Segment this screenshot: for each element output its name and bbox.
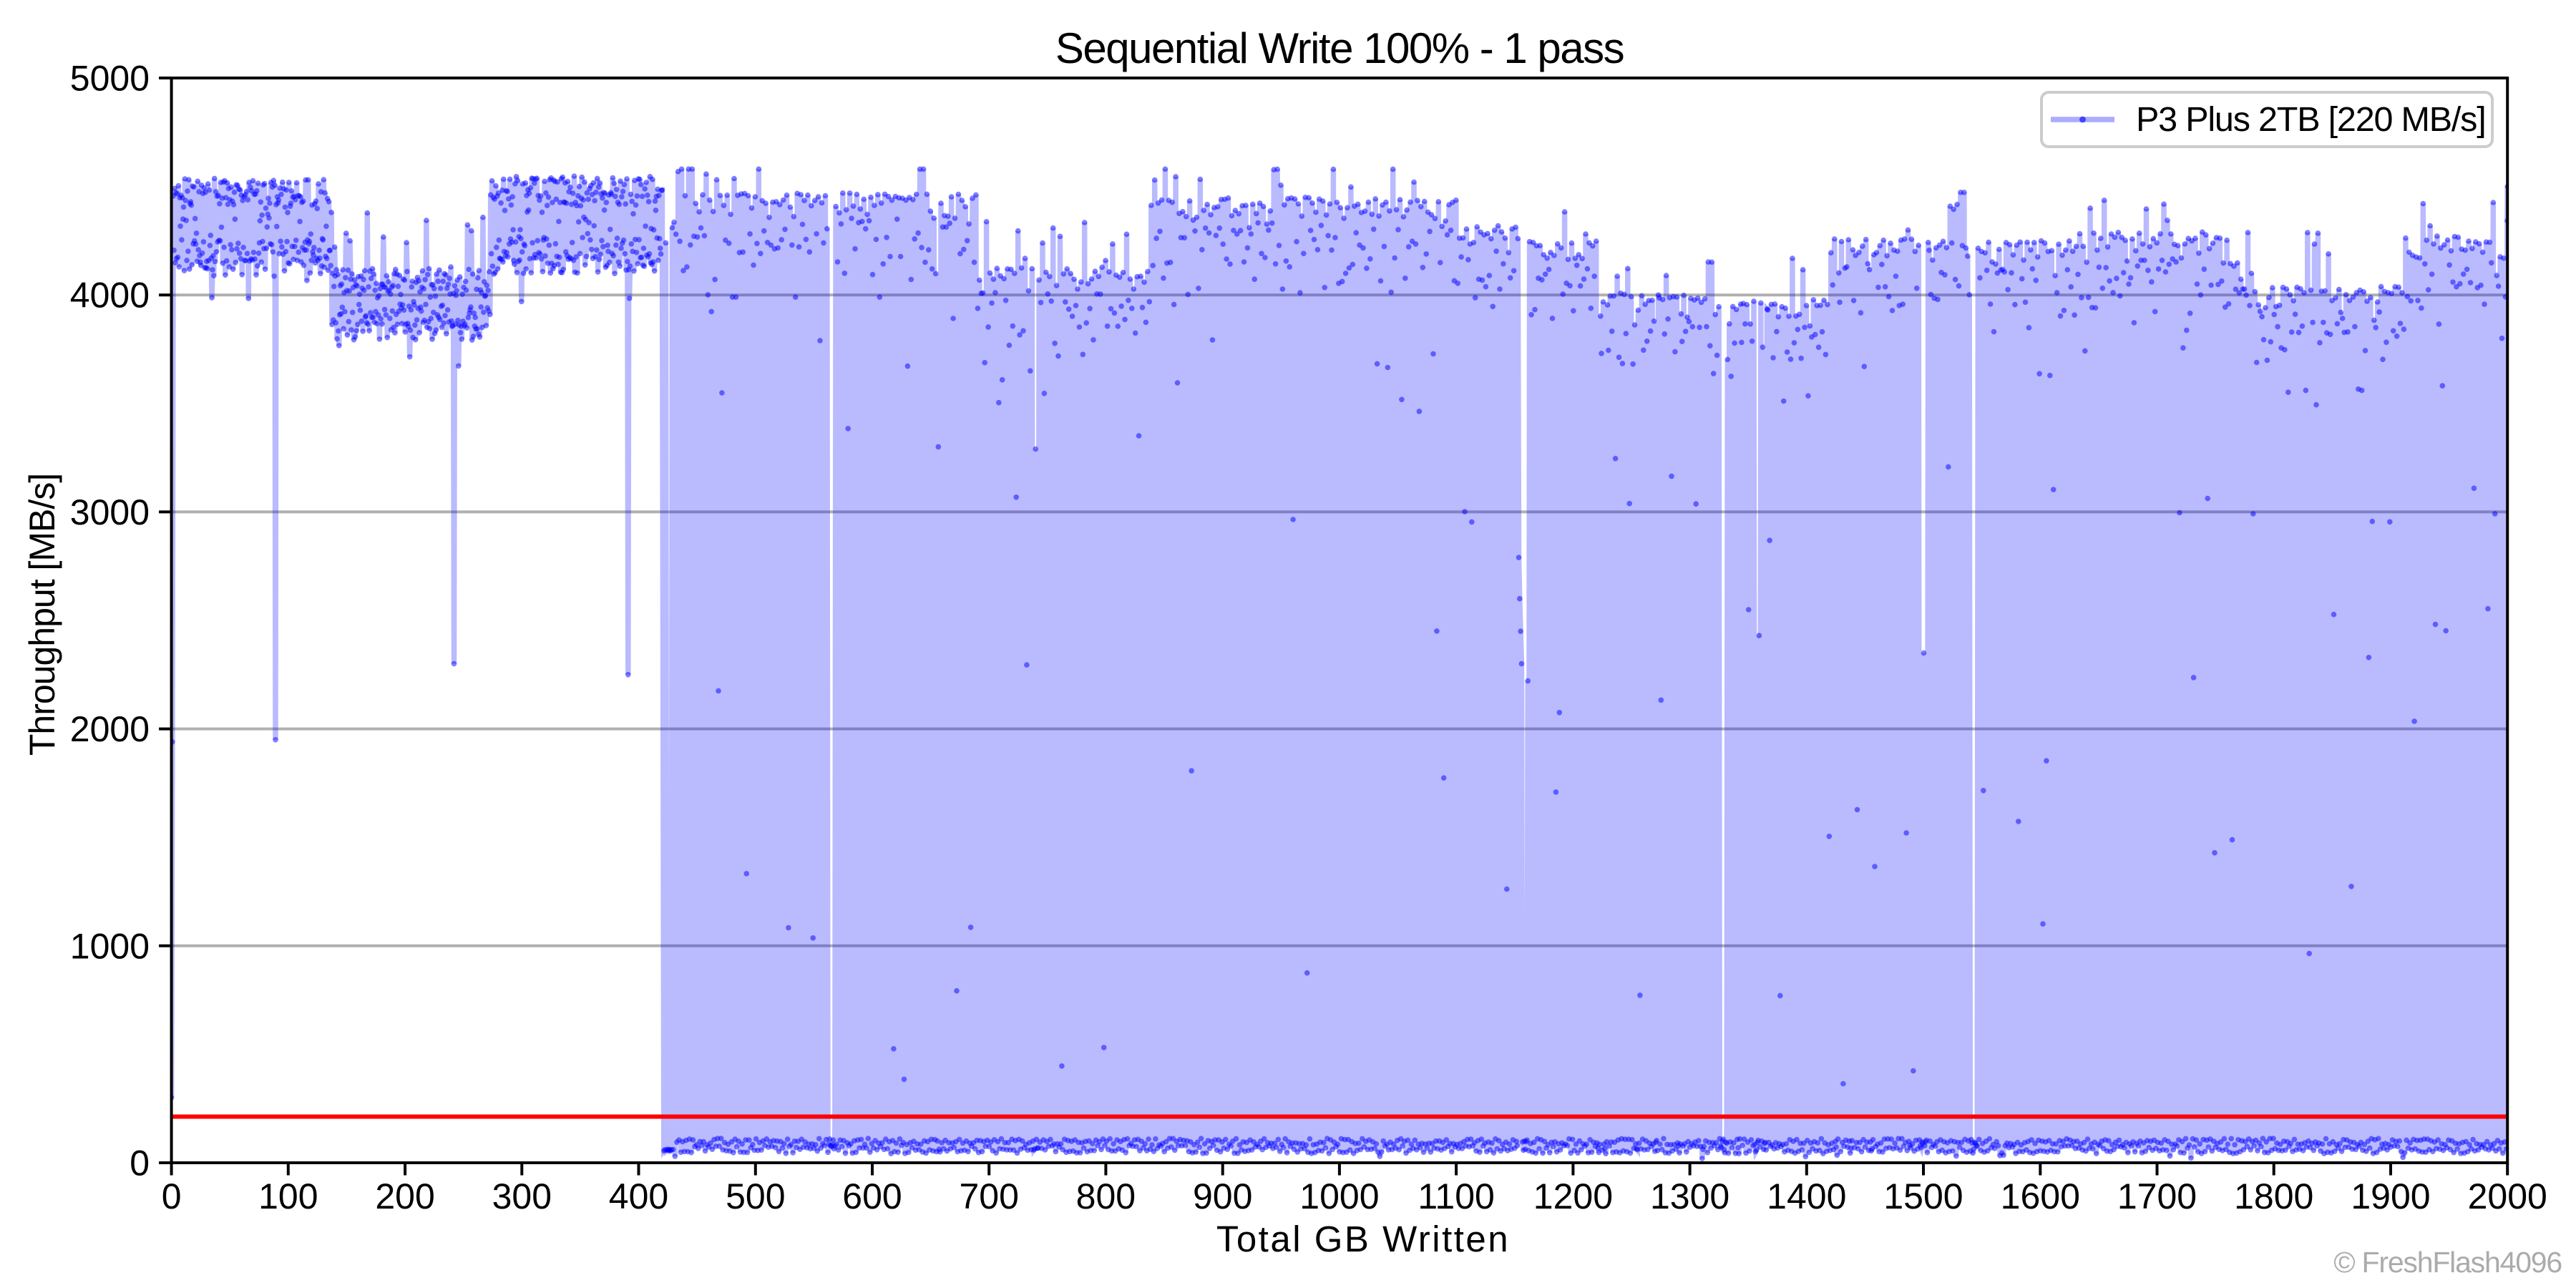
svg-text:P3 Plus 2TB [220 MB/s]: P3 Plus 2TB [220 MB/s]: [2136, 100, 2485, 139]
svg-text:500: 500: [726, 1176, 785, 1216]
svg-text:400: 400: [609, 1176, 668, 1216]
svg-text:1600: 1600: [2001, 1176, 2080, 1216]
svg-text:4000: 4000: [70, 275, 150, 316]
svg-text:3000: 3000: [70, 492, 150, 532]
svg-text:1100: 1100: [1418, 1176, 1495, 1216]
svg-text:1000: 1000: [70, 926, 150, 966]
svg-text:Throughput [MB/s]: Throughput [MB/s]: [22, 474, 62, 756]
svg-text:1400: 1400: [1767, 1176, 1846, 1216]
svg-text:800: 800: [1076, 1176, 1136, 1216]
svg-text:1500: 1500: [1883, 1176, 1963, 1216]
svg-text:2000: 2000: [2468, 1176, 2547, 1216]
svg-text:200: 200: [375, 1176, 434, 1216]
svg-text:1700: 1700: [2117, 1176, 2197, 1216]
svg-text:1200: 1200: [1533, 1176, 1613, 1216]
svg-text:1900: 1900: [2351, 1176, 2430, 1216]
svg-text:Sequential Write 100% - 1 pass: Sequential Write 100% - 1 pass: [1055, 24, 1624, 72]
svg-text:700: 700: [959, 1176, 1018, 1216]
svg-text:1300: 1300: [1650, 1176, 1729, 1216]
svg-text:0: 0: [162, 1176, 182, 1216]
svg-text:© FreshFlash4096: © FreshFlash4096: [2333, 1246, 2562, 1279]
svg-text:100: 100: [258, 1176, 318, 1216]
svg-text:0: 0: [130, 1143, 150, 1184]
svg-text:2000: 2000: [70, 709, 150, 749]
svg-text:1000: 1000: [1299, 1176, 1379, 1216]
svg-text:600: 600: [842, 1176, 902, 1216]
svg-text:300: 300: [492, 1176, 552, 1216]
svg-text:Total GB Written: Total GB Written: [1216, 1219, 1510, 1259]
svg-text:1800: 1800: [2234, 1176, 2313, 1216]
svg-text:5000: 5000: [70, 59, 150, 99]
svg-text:900: 900: [1193, 1176, 1252, 1216]
